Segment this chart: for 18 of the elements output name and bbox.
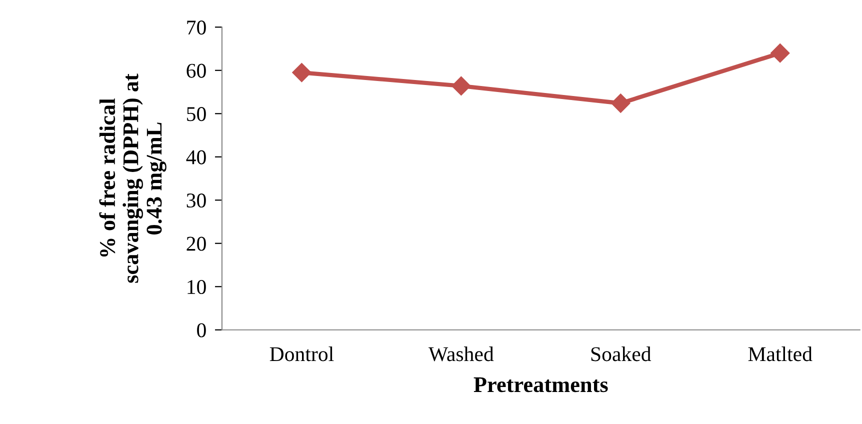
x-tick-label: Matlted [748, 346, 812, 362]
y-tick-label: 0 [197, 323, 206, 338]
y-tick-label: 20 [186, 236, 206, 251]
point [292, 63, 312, 82]
x-tick-label: Dontrol [270, 346, 334, 362]
point [452, 76, 471, 96]
y-axis-title: % of free radical scavanging (DPPH) at 0.43 mg/mL [99, 74, 166, 283]
y-tick-label: 70 [187, 20, 206, 35]
y-tick-label: 30 [186, 194, 206, 208]
y-tick-label: 60 [186, 64, 206, 78]
y-tick-label: 40 [186, 150, 206, 164]
x-tick-label: Soaked [591, 346, 652, 362]
point [770, 44, 790, 63]
x-tick-label: Washed [428, 346, 494, 362]
y-tick-label: 50 [187, 107, 206, 122]
y-tick-label: 10 [188, 280, 206, 294]
point [611, 94, 630, 113]
x-axis-title: Pretreatments [474, 377, 608, 392]
